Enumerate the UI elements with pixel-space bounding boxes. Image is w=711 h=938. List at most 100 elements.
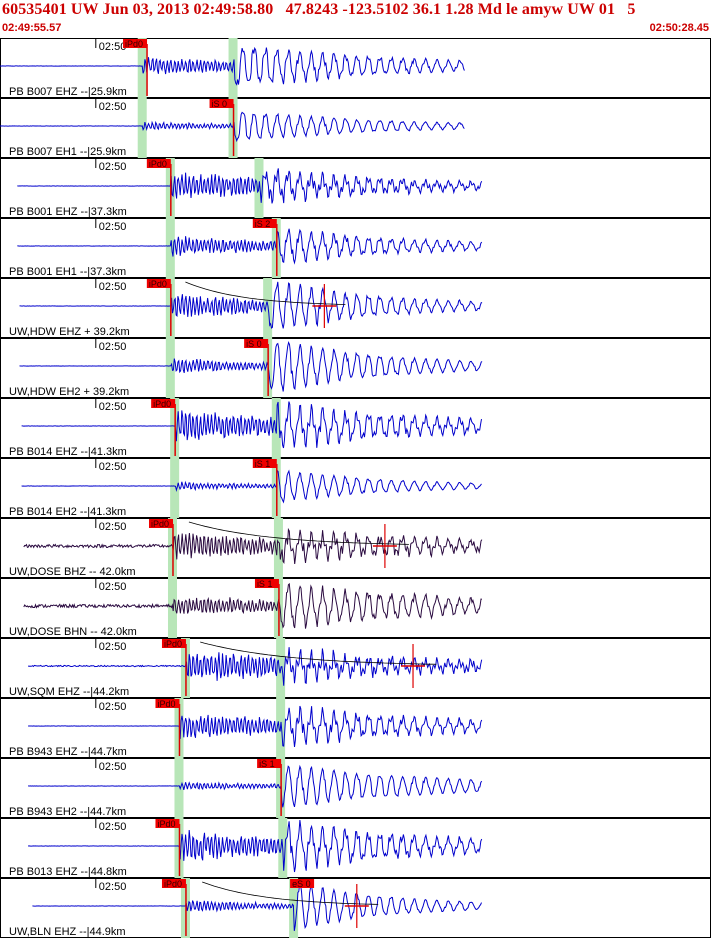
pick-label: iPd0 <box>149 279 167 289</box>
channel-row[interactable]: 02:50 iS 0 UW,HDW EH2 + 39.2km <box>0 338 711 398</box>
minute-label: 02:50 <box>99 401 127 413</box>
waveform-trace <box>21 401 482 449</box>
station-label: UW,HDW EH2 + 39.2km <box>9 386 129 398</box>
pick-label: iPd0 <box>153 399 171 409</box>
pick-flag[interactable] <box>252 459 277 468</box>
waveform-trace <box>19 281 483 329</box>
pick-flag[interactable] <box>161 879 186 888</box>
coda-curve <box>185 281 346 305</box>
channel-row[interactable]: 02:50 iS 2 PB B001 EH1 --|37.3km <box>0 218 711 278</box>
pick-flag[interactable] <box>161 639 186 648</box>
minute-label: 02:50 <box>99 641 127 653</box>
minute-label: 02:50 <box>99 341 127 353</box>
p-window-band <box>170 458 180 518</box>
station-label: PB B943 EHZ --|44.7km <box>9 746 127 758</box>
pick-flag[interactable] <box>146 159 171 168</box>
pick-label: iS 0 <box>212 99 228 109</box>
pick-label: iS 2 <box>255 219 271 229</box>
waveform-trace <box>17 228 483 265</box>
channel-row[interactable]: 02:50 iS 1 UW,DOSE BHN -- 42.0km <box>0 578 711 638</box>
pick-flag[interactable] <box>209 99 234 108</box>
waveform-trace <box>32 882 482 931</box>
waveform-trace <box>0 111 465 143</box>
pick-label: eS 0 <box>292 879 311 889</box>
channel-row[interactable]: 02:50 iPd0 PB B014 EHZ --|41.3km <box>0 398 711 458</box>
waveform-trace <box>21 469 482 504</box>
waveform-trace <box>28 705 483 747</box>
station-label: PB B013 EHZ --|44.8km <box>9 866 127 878</box>
waveform-trace <box>27 647 483 686</box>
minute-label: 02:50 <box>99 221 127 233</box>
waveform-trace <box>28 764 483 808</box>
minute-label: 02:50 <box>99 881 127 893</box>
station-label: PB B007 EH1 --|25.9km <box>9 146 126 158</box>
waveform-trace <box>17 168 483 204</box>
minute-label: 02:50 <box>99 461 127 473</box>
waveform-trace <box>0 46 465 86</box>
s-window-band <box>273 518 283 578</box>
pick-label: iS 1 <box>255 459 271 469</box>
minute-label: 02:50 <box>99 41 127 53</box>
pick-label: iPd0 <box>157 699 175 709</box>
pick-label: iPd0 <box>151 519 169 529</box>
pick-flag[interactable] <box>151 399 176 408</box>
station-label: PB B014 EHZ --|41.3km <box>9 446 127 458</box>
pick-flag[interactable] <box>123 39 148 48</box>
station-label: UW,BLN EHZ --|44.9km <box>9 926 126 938</box>
p-window-band <box>165 218 175 278</box>
channel-row[interactable]: 02:50 iPd0 UW,HDW EHZ + 39.2km <box>0 278 711 338</box>
channel-row[interactable]: 02:50 iPd0 UW,SQM EHZ --|44.2km <box>0 638 711 698</box>
minute-label: 02:50 <box>99 161 127 173</box>
pick-flag[interactable] <box>257 759 282 768</box>
waveform-trace <box>23 582 483 629</box>
event-title: 60535401 UW Jun 03, 2013 02:49:58.80 47.… <box>2 1 636 18</box>
pick-label: iS 0 <box>246 339 262 349</box>
pick-flag[interactable] <box>155 699 180 708</box>
pick-flag[interactable] <box>290 879 315 888</box>
station-label: PB B007 EHZ --|25.9km <box>9 86 127 98</box>
channel-row[interactable]: 02:50 iPd0 PB B013 EHZ --|44.8km <box>0 818 711 878</box>
station-label: PB B001 EH1 --|37.3km <box>9 266 126 278</box>
station-label: PB B001 EHZ --|37.3km <box>9 206 127 218</box>
pick-flag[interactable] <box>148 519 173 528</box>
minute-label: 02:50 <box>99 281 127 293</box>
coda-curve <box>200 641 437 665</box>
pick-label: iPd0 <box>157 819 175 829</box>
channel-row[interactable]: 02:50 iS 1 PB B014 EH2 --|41.3km <box>0 458 711 518</box>
pick-label: iPd0 <box>164 639 182 649</box>
station-label: UW,SQM EHZ --|44.2km <box>9 686 129 698</box>
p-window-band <box>174 758 184 818</box>
coda-curve <box>202 881 379 905</box>
pick-flag[interactable] <box>254 579 279 588</box>
minute-label: 02:50 <box>99 701 127 713</box>
minute-label: 02:50 <box>99 521 127 533</box>
waveform-trace <box>19 340 483 392</box>
event-header: 60535401 UW Jun 03, 2013 02:49:58.80 47.… <box>0 0 711 38</box>
pick-flag[interactable] <box>244 339 269 348</box>
pick-flag[interactable] <box>155 819 180 828</box>
pick-flag[interactable] <box>146 279 171 288</box>
pick-label: iPd0 <box>149 159 167 169</box>
station-label: PB B014 EH2 --|41.3km <box>9 506 126 518</box>
channel-row[interactable]: 02:50 iPd0 PB B943 EHZ --|44.7km <box>0 698 711 758</box>
pick-flag[interactable] <box>252 219 277 228</box>
channel-row[interactable]: 02:50 iS 0 PB B007 EH1 --|25.9km <box>0 98 711 158</box>
s-window-band <box>263 278 273 338</box>
window-start-time: 02:49:55.57 <box>2 22 62 34</box>
minute-label: 02:50 <box>99 761 127 773</box>
minute-label: 02:50 <box>99 101 127 113</box>
channel-row[interactable]: 02:50 iPd0 UW,DOSE BHZ -- 42.0km <box>0 518 711 578</box>
pick-label: iS 1 <box>257 579 273 589</box>
coda-curve <box>188 521 409 545</box>
station-label: UW,DOSE BHZ -- 42.0km <box>9 566 136 578</box>
pick-label: iPd0 <box>164 879 182 889</box>
channel-row[interactable]: 02:50 iPd0 eS 0 UW,BLN EHZ --|44.9km <box>0 878 711 938</box>
waveform-trace <box>28 819 483 873</box>
channel-row[interactable]: 02:50 iPd0 PB B001 EHZ --|37.3km <box>0 158 711 218</box>
channel-row[interactable]: 02:50 iS 1 PB B943 EH2 --|44.7km <box>0 758 711 818</box>
waveform-trace <box>23 527 483 565</box>
minute-label: 02:50 <box>99 581 127 593</box>
pick-label: iPd0 <box>125 39 143 49</box>
